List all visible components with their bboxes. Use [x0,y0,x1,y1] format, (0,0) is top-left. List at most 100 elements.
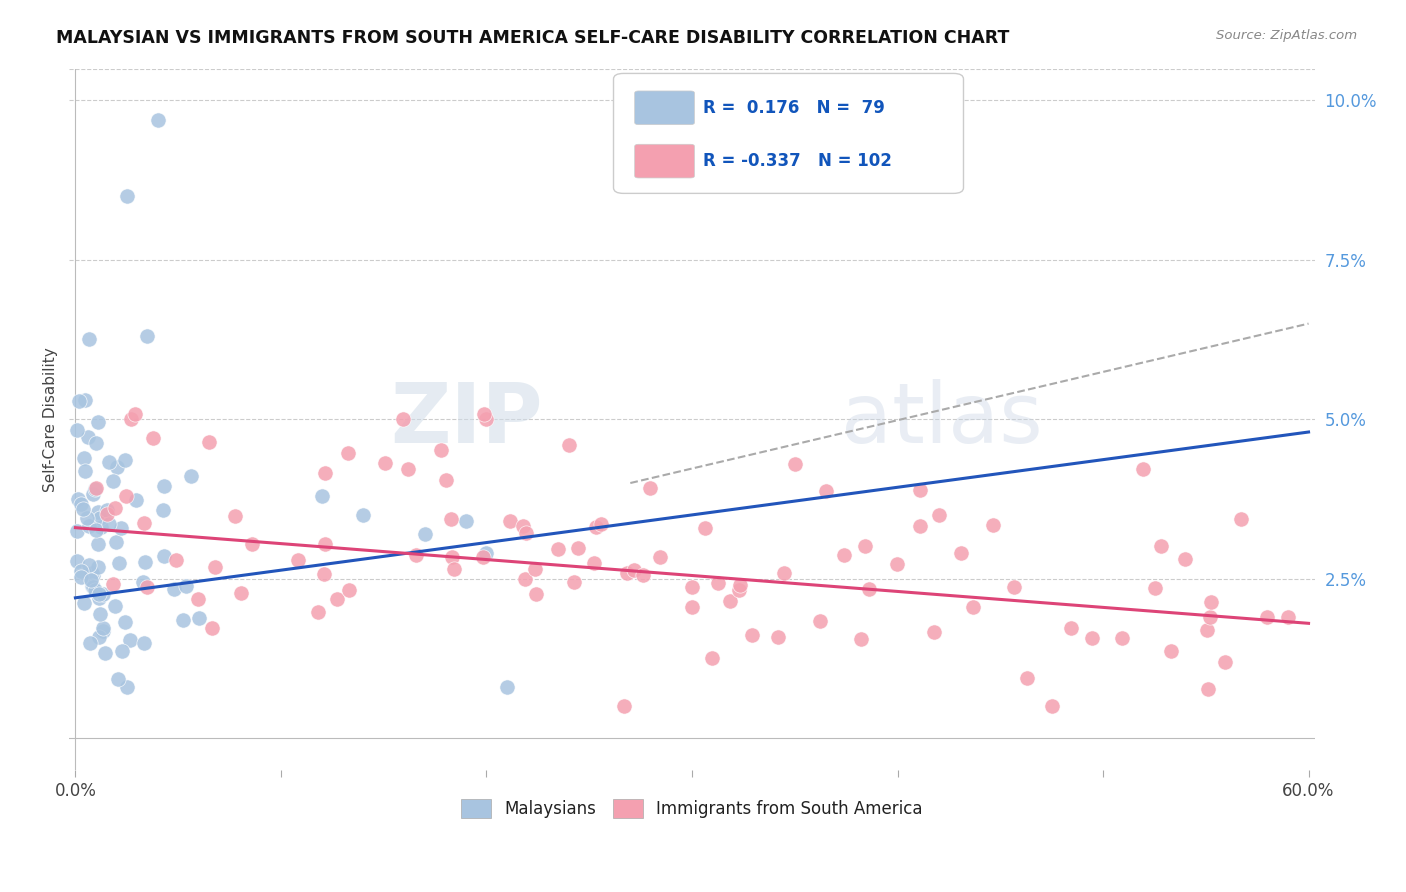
Point [583,556,606,570]
Point [547,542,569,557]
Point [84,482,107,496]
Point [84,523,107,537]
Point [307,605,329,619]
Point [772,566,794,580]
Point [153,479,176,493]
Point [115,680,138,694]
Point [475,412,498,426]
Point [337,446,360,460]
Point [104,500,127,515]
Point [84,583,107,598]
Point [440,512,463,526]
Point [87,591,110,606]
Point [693,521,716,535]
Point [73,451,96,466]
Point [1277,610,1299,624]
Point [314,467,336,481]
Point [69,497,91,511]
Point [115,489,138,503]
Point [922,625,945,640]
Point [631,567,654,582]
Point [115,189,138,203]
Text: MALAYSIAN VS IMMIGRANTS FROM SOUTH AMERICA SELF-CARE DISABILITY CORRELATION CHAR: MALAYSIAN VS IMMIGRANTS FROM SOUTH AMERI… [56,29,1010,46]
Point [616,566,638,581]
Point [512,519,534,533]
Point [311,489,333,503]
Point [567,541,589,555]
Point [91,624,114,639]
Point [430,443,453,458]
Point [1197,681,1219,696]
Point [87,587,110,601]
Point [1230,512,1253,526]
Point [1060,621,1083,635]
Point [91,587,114,601]
Point [562,575,585,590]
Point [101,474,124,488]
Point [681,580,703,594]
Point [515,526,537,541]
Point [73,596,96,610]
Point [858,582,880,596]
Point [79,518,101,533]
Text: atlas: atlas [841,379,1043,459]
Point [405,549,427,563]
Point [413,527,436,541]
Legend: Malaysians, Immigrants from South America: Malaysians, Immigrants from South Americ… [454,792,929,825]
Point [96,503,118,517]
Point [312,566,335,581]
Point [94,646,117,660]
Point [187,592,209,607]
Text: Source: ZipAtlas.com: Source: ZipAtlas.com [1216,29,1357,42]
Point [132,575,155,590]
Point [111,644,134,658]
Point [80,574,103,588]
Point [114,615,136,629]
Point [557,438,579,452]
FancyBboxPatch shape [613,73,963,194]
Point [142,431,165,445]
Point [523,562,546,576]
Point [90,520,112,534]
Point [1160,643,1182,657]
Point [443,562,465,576]
Text: ZIP: ZIP [389,379,543,459]
Point [1199,595,1222,609]
Point [1015,671,1038,685]
Point [89,607,111,621]
Point [1132,462,1154,476]
FancyBboxPatch shape [634,91,695,125]
Point [108,556,131,570]
Point [91,621,114,635]
Point [80,579,103,593]
Point [391,411,413,425]
Point [702,651,724,665]
Point [741,628,763,642]
Point [728,578,751,592]
Point [589,516,612,531]
Point [86,505,108,519]
Point [1080,631,1102,645]
Point [179,469,201,483]
Point [82,566,104,581]
Point [513,572,536,586]
Point [434,473,457,487]
Point [374,456,396,470]
Point [76,510,98,524]
Text: R =  0.176   N =  79: R = 0.176 N = 79 [703,99,884,117]
Point [77,332,100,346]
Point [1111,631,1133,645]
Point [1040,699,1063,714]
Point [136,580,159,594]
Point [69,565,91,579]
Point [287,552,309,566]
Point [613,699,636,714]
Point [84,436,107,450]
Point [681,600,703,615]
Point [472,407,495,421]
Point [1198,610,1220,624]
Point [229,585,252,599]
Point [472,549,495,564]
Point [718,594,741,608]
Point [77,430,100,444]
